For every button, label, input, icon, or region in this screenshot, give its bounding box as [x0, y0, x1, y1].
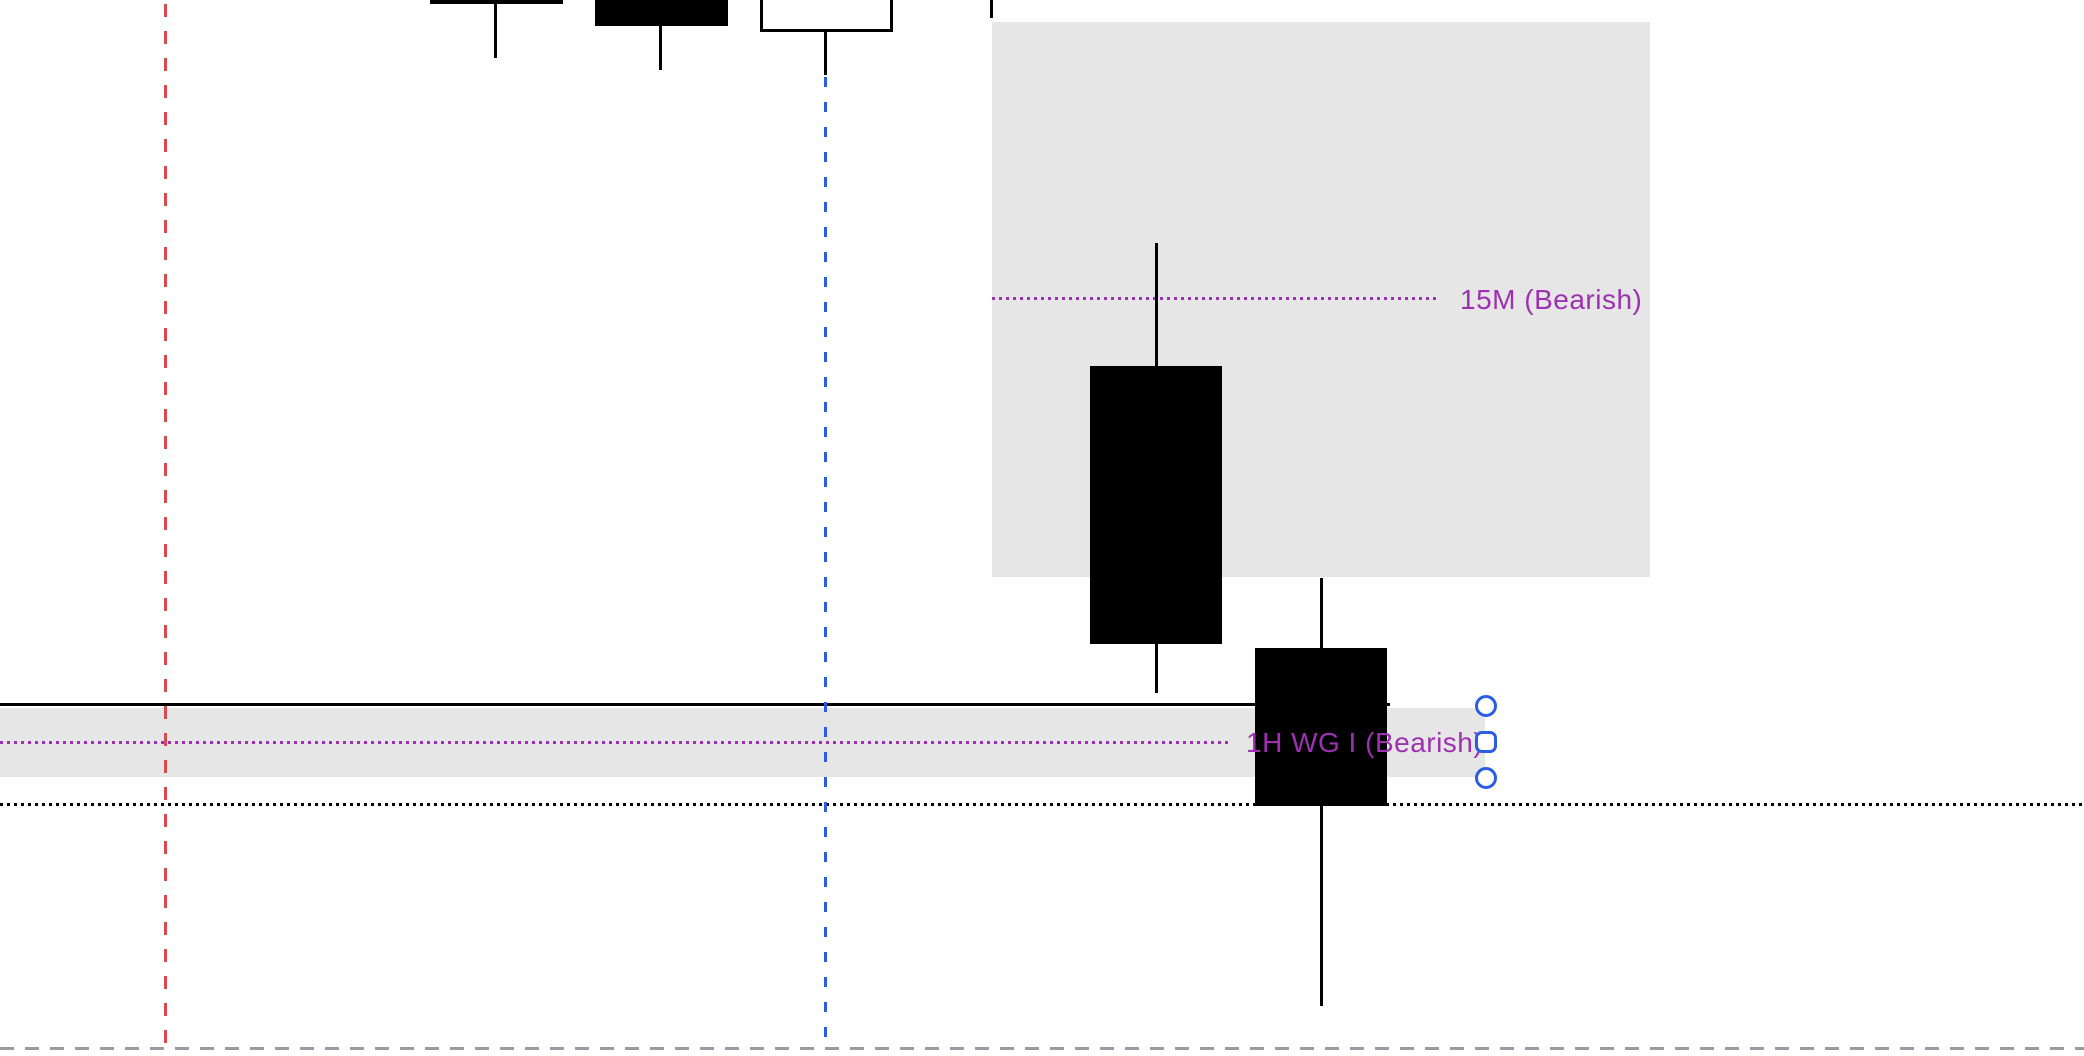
- candle-4-wick: [990, 0, 993, 18]
- candle-5-body: [1090, 366, 1222, 644]
- level-1h-dotted[interactable]: [0, 741, 1230, 744]
- candle-6-body: [1255, 648, 1387, 806]
- candle-1-wick: [494, 0, 497, 58]
- candle-3-wick: [824, 32, 827, 75]
- candle-1-body: [430, 0, 563, 4]
- candle-2-wick: [659, 0, 662, 70]
- drag-handle-bottom[interactable]: [1475, 767, 1497, 789]
- candle-3-body: [760, 0, 893, 32]
- vline-blue-dashed[interactable]: [824, 77, 827, 1045]
- label-1h-wg-i-bearish[interactable]: 1H WG I (Bearish): [1246, 727, 1484, 758]
- level-15m-dotted[interactable]: [992, 297, 1437, 300]
- drag-handle-top[interactable]: [1475, 695, 1497, 717]
- vline-red-dashed[interactable]: [164, 4, 167, 1045]
- level-black-dotted[interactable]: [0, 803, 2084, 806]
- drag-handle-middle[interactable]: [1475, 731, 1497, 753]
- level-gray-dashed[interactable]: [0, 1047, 2084, 1050]
- candle-2-body: [595, 0, 728, 26]
- level-solid-black[interactable]: [0, 703, 1390, 706]
- label-15m-bearish[interactable]: 15M (Bearish): [1460, 284, 1643, 315]
